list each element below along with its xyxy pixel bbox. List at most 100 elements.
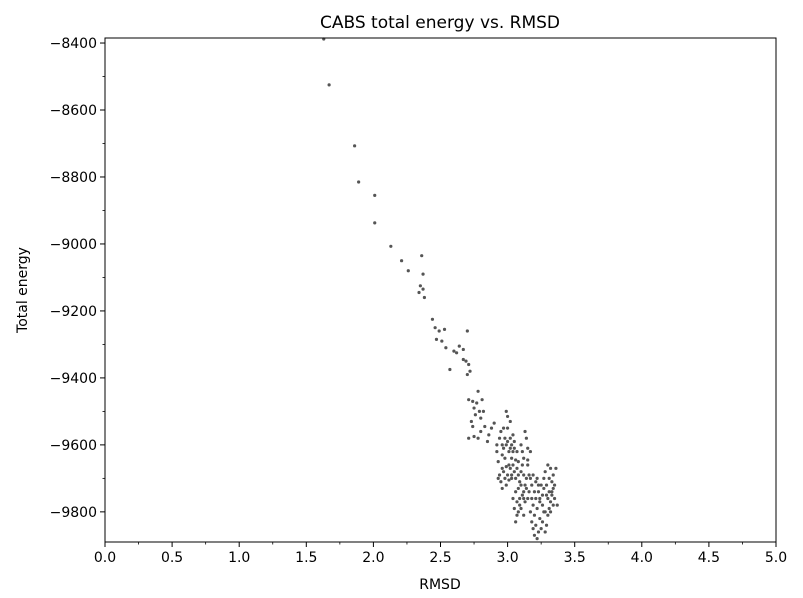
data-point	[500, 443, 504, 447]
data-point	[399, 259, 404, 263]
x-tick-label: 1.5	[295, 550, 317, 566]
data-point	[542, 476, 546, 480]
data-point	[548, 466, 553, 470]
data-point	[504, 409, 508, 413]
data-point	[530, 483, 534, 487]
data-point	[550, 493, 554, 497]
data-point	[448, 367, 452, 372]
x-tick-label: 0.0	[94, 550, 116, 566]
data-point	[506, 473, 510, 477]
data-point	[418, 284, 422, 288]
data-point	[373, 221, 377, 225]
data-point	[546, 513, 550, 517]
data-point	[477, 409, 482, 413]
y-tick-label: −9000	[50, 237, 97, 253]
data-point	[489, 426, 494, 430]
data-point	[539, 527, 543, 531]
data-point	[506, 426, 510, 430]
data-point	[543, 530, 547, 534]
data-point	[526, 458, 530, 462]
data-point	[519, 506, 523, 511]
data-point	[500, 453, 504, 457]
data-point	[508, 436, 512, 440]
data-point	[501, 446, 506, 450]
data-point	[515, 513, 519, 517]
data-point	[514, 476, 518, 480]
data-point	[512, 439, 516, 444]
data-point	[501, 470, 506, 474]
data-point	[421, 272, 425, 276]
data-point	[522, 490, 526, 494]
data-point	[480, 398, 484, 402]
data-point	[532, 490, 537, 494]
data-point	[475, 401, 479, 405]
data-point	[524, 476, 528, 480]
x-axis: 0.0 0.5 1.0 1.5 2.0 2.5 3.0 3.5 4.0 4.5 5.0	[94, 542, 787, 566]
data-point	[515, 500, 519, 504]
data-point	[511, 496, 515, 501]
data-point	[518, 496, 522, 501]
data-point	[551, 473, 555, 477]
y-tick-label: −8800	[50, 170, 97, 186]
data-point	[514, 458, 518, 462]
data-point	[444, 346, 448, 350]
y-tick-label: −9800	[50, 505, 97, 521]
data-point	[526, 446, 530, 450]
data-point	[526, 496, 530, 501]
data-point	[535, 537, 539, 541]
data-point	[512, 506, 516, 511]
chart-title: CABS total energy vs. RMSD	[320, 13, 560, 33]
data-point	[547, 476, 551, 480]
y-tick-label: −9600	[50, 438, 97, 454]
data-point	[531, 503, 535, 507]
data-point	[534, 496, 538, 501]
data-point	[499, 429, 503, 434]
data-point	[512, 446, 516, 450]
data-point	[467, 362, 471, 367]
data-point	[550, 490, 554, 494]
data-point	[479, 416, 483, 420]
data-point	[536, 530, 541, 534]
data-point	[389, 244, 393, 248]
data-point	[487, 433, 491, 437]
data-point	[551, 503, 555, 507]
data-point	[406, 269, 410, 273]
data-point	[433, 326, 437, 330]
data-point	[495, 449, 499, 454]
data-point	[467, 436, 471, 440]
data-point	[555, 503, 559, 507]
data-point	[508, 466, 512, 470]
data-point	[479, 429, 483, 434]
data-point	[476, 389, 480, 393]
data-point	[507, 478, 511, 482]
data-point	[476, 436, 480, 440]
data-point	[531, 527, 535, 531]
data-point	[544, 493, 549, 497]
data-point	[511, 449, 515, 454]
data-point	[528, 476, 533, 480]
data-point	[519, 483, 523, 487]
y-tick-label: −9400	[50, 371, 97, 387]
data-point	[504, 443, 508, 447]
data-point	[504, 465, 508, 469]
data-point	[548, 500, 553, 504]
data-point	[552, 483, 557, 487]
data-point	[516, 486, 520, 491]
data-point	[497, 436, 502, 440]
data-point	[472, 406, 476, 410]
x-axis-label: RMSD	[419, 577, 460, 593]
data-point	[514, 520, 518, 524]
data-point	[546, 463, 550, 467]
data-point	[500, 486, 504, 491]
data-point	[540, 493, 545, 497]
data-point	[506, 414, 510, 419]
data-point	[510, 456, 514, 460]
data-point	[528, 449, 533, 454]
data-point	[327, 83, 331, 87]
data-point	[500, 466, 504, 470]
data-point	[538, 496, 542, 501]
x-tick-label: 4.5	[698, 550, 720, 566]
data-point	[547, 506, 551, 511]
data-point	[492, 421, 496, 425]
data-point	[528, 510, 533, 514]
